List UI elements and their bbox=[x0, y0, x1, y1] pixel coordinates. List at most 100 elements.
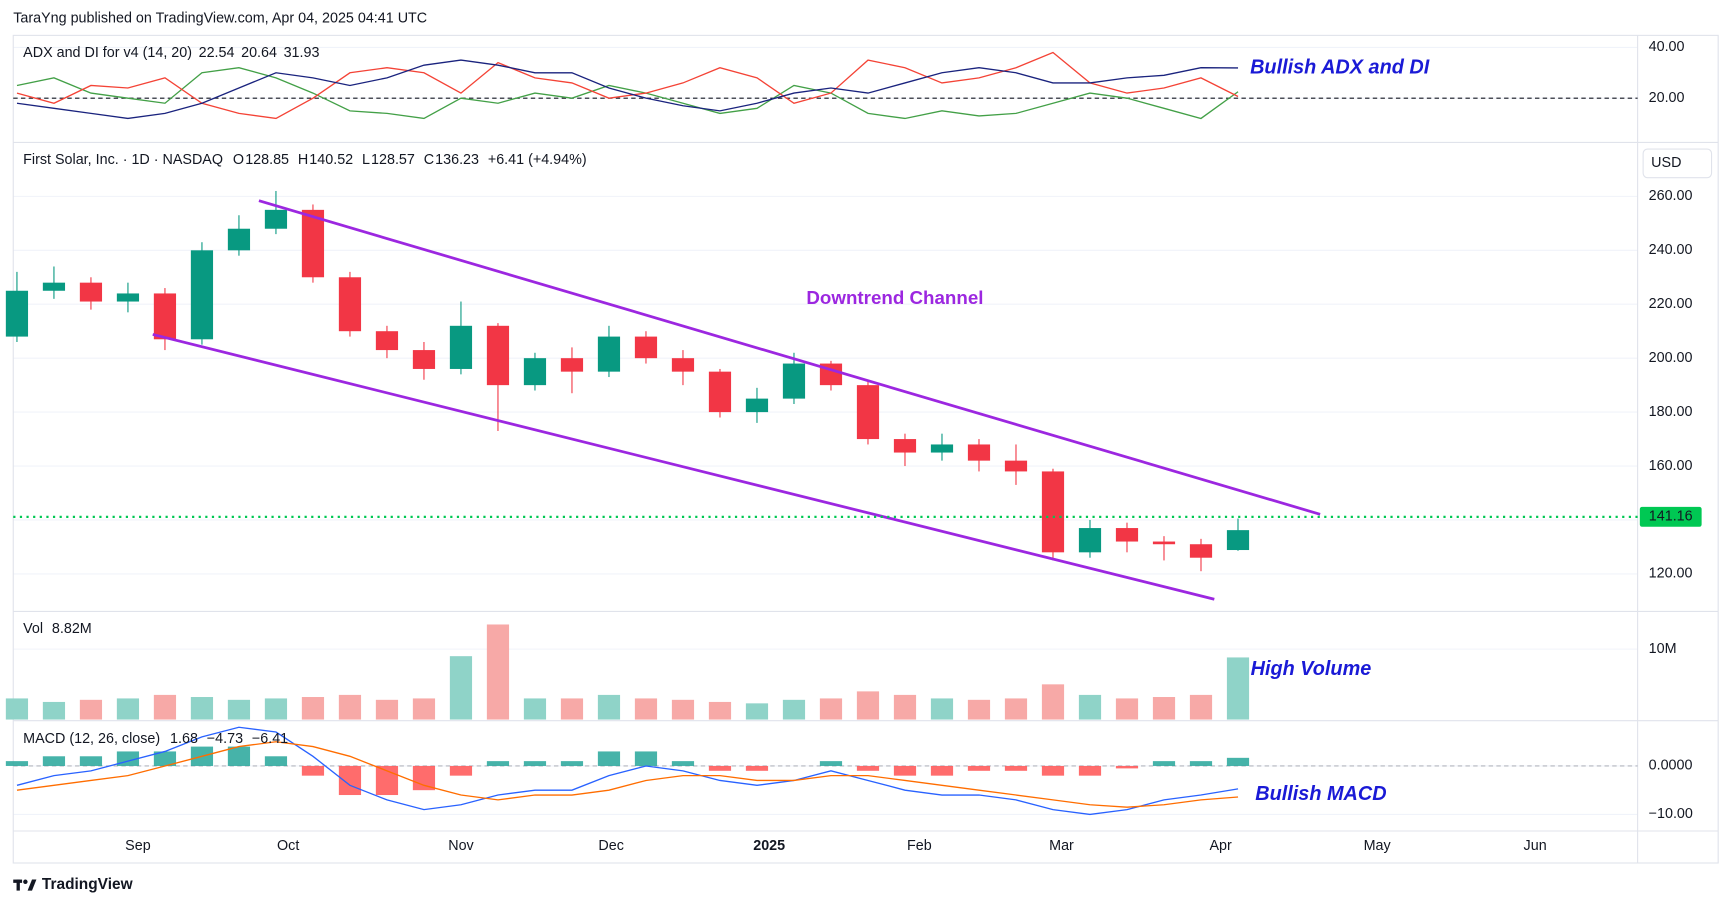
histogram-bar bbox=[1041, 765, 1065, 776]
candle-body bbox=[1152, 541, 1176, 545]
histogram-bar bbox=[597, 751, 621, 766]
legend-text: O bbox=[233, 152, 244, 168]
candle-body bbox=[1078, 528, 1102, 553]
x-tick-label: Dec bbox=[598, 838, 623, 854]
histogram-bar bbox=[1152, 761, 1176, 766]
histogram-bar bbox=[1078, 765, 1102, 776]
histogram-bar bbox=[5, 761, 29, 766]
y-tick-label: 0.0000 bbox=[1649, 758, 1693, 774]
price-label: 141.16 bbox=[1649, 509, 1693, 525]
legend-text: L bbox=[362, 152, 370, 168]
candle-body bbox=[301, 209, 325, 278]
candle-body bbox=[560, 358, 584, 372]
volume-bar bbox=[301, 697, 325, 720]
indicator-line bbox=[16, 67, 1239, 120]
volume-bar bbox=[1152, 697, 1176, 720]
legend-text: 22.54 bbox=[199, 45, 235, 61]
candle-body bbox=[375, 331, 399, 351]
candle-body bbox=[5, 290, 29, 337]
x-tick-label: Oct bbox=[277, 838, 299, 854]
candle-body bbox=[486, 325, 510, 386]
volume-bar bbox=[560, 698, 584, 720]
footer: TradingView bbox=[42, 876, 134, 893]
volume-bar bbox=[1041, 684, 1065, 720]
volume-bar bbox=[967, 699, 991, 720]
price-label-box bbox=[1639, 506, 1702, 527]
candle-body bbox=[79, 282, 103, 302]
legend-text: 140.52 bbox=[309, 152, 353, 168]
volume-bar bbox=[856, 691, 880, 720]
volume-bar bbox=[1115, 698, 1139, 720]
legend-text: 1.68 bbox=[170, 731, 198, 747]
x-tick-label: Sep bbox=[125, 838, 151, 854]
candle-body bbox=[264, 209, 288, 229]
volume-bar bbox=[819, 698, 843, 720]
volume-bar bbox=[782, 699, 806, 720]
candle-body bbox=[338, 277, 362, 332]
y-tick-label: 20.00 bbox=[1649, 90, 1685, 106]
y-tick-label: 220.00 bbox=[1649, 296, 1693, 312]
y-tick-label: −10.00 bbox=[1649, 806, 1693, 822]
volume-bar bbox=[597, 694, 621, 720]
volume-bar bbox=[264, 698, 288, 720]
volume-bar bbox=[375, 699, 399, 720]
candle-body bbox=[523, 358, 547, 386]
volume-bar bbox=[486, 624, 510, 720]
volume-bar bbox=[708, 701, 732, 720]
volume-bar bbox=[1078, 694, 1102, 720]
legend-text: Vol bbox=[23, 621, 43, 637]
y-tick-label: 120.00 bbox=[1649, 566, 1693, 582]
annotation: Downtrend Channel bbox=[806, 287, 983, 308]
legend-text: C bbox=[424, 152, 434, 168]
x-tick-label: Jun bbox=[1524, 838, 1547, 854]
legend-text: MACD (12, 26, close) bbox=[23, 731, 160, 747]
volume-bar bbox=[745, 703, 769, 720]
volume-bar bbox=[930, 698, 954, 720]
histogram-bar bbox=[42, 756, 66, 766]
volume-bar bbox=[42, 701, 66, 720]
histogram-bar bbox=[856, 765, 880, 771]
candle-body bbox=[1226, 530, 1250, 551]
x-tick-label: Mar bbox=[1049, 838, 1074, 854]
volume-bar bbox=[153, 694, 177, 720]
candle-body bbox=[1189, 544, 1213, 558]
legend-text: 8.82M bbox=[52, 621, 92, 637]
histogram-bar bbox=[930, 765, 954, 776]
volume-bar bbox=[338, 694, 362, 720]
legend-text: −4.73 bbox=[207, 731, 243, 747]
volume-bar bbox=[634, 698, 658, 720]
indicator-line bbox=[16, 51, 1239, 120]
histogram-bar bbox=[227, 746, 251, 766]
y-tick-label: 10M bbox=[1649, 641, 1677, 657]
candle-body bbox=[597, 336, 621, 372]
histogram-bar bbox=[412, 765, 436, 791]
volume-bar bbox=[893, 694, 917, 720]
histogram-bar bbox=[708, 765, 732, 771]
histogram-bar bbox=[486, 761, 510, 766]
volume-bar bbox=[190, 697, 214, 720]
x-tick-label: Nov bbox=[448, 838, 474, 854]
candle-body bbox=[967, 444, 991, 461]
histogram-bar bbox=[893, 765, 917, 776]
volume-bar bbox=[227, 699, 251, 720]
candle-body bbox=[116, 293, 140, 302]
candle-body bbox=[708, 371, 732, 413]
y-tick-label: 200.00 bbox=[1649, 350, 1693, 366]
histogram-bar bbox=[1115, 765, 1139, 769]
candle-body bbox=[153, 293, 177, 340]
volume-bar bbox=[671, 699, 695, 720]
volume-bar bbox=[116, 698, 140, 720]
volume-bar bbox=[449, 656, 473, 720]
legend-text: +6.41 (+4.94%) bbox=[488, 152, 587, 168]
y-tick-label: 40.00 bbox=[1649, 39, 1685, 55]
annotation: Bullish MACD bbox=[1255, 783, 1386, 805]
histogram-bar bbox=[1004, 765, 1028, 771]
legend-text: H bbox=[298, 152, 308, 168]
histogram-bar bbox=[264, 756, 288, 766]
candle-body bbox=[671, 358, 695, 372]
legend-text: −6.41 bbox=[252, 731, 288, 747]
histogram-bar bbox=[671, 761, 695, 766]
currency-box[interactable] bbox=[1642, 148, 1713, 179]
candle-body bbox=[449, 325, 473, 369]
